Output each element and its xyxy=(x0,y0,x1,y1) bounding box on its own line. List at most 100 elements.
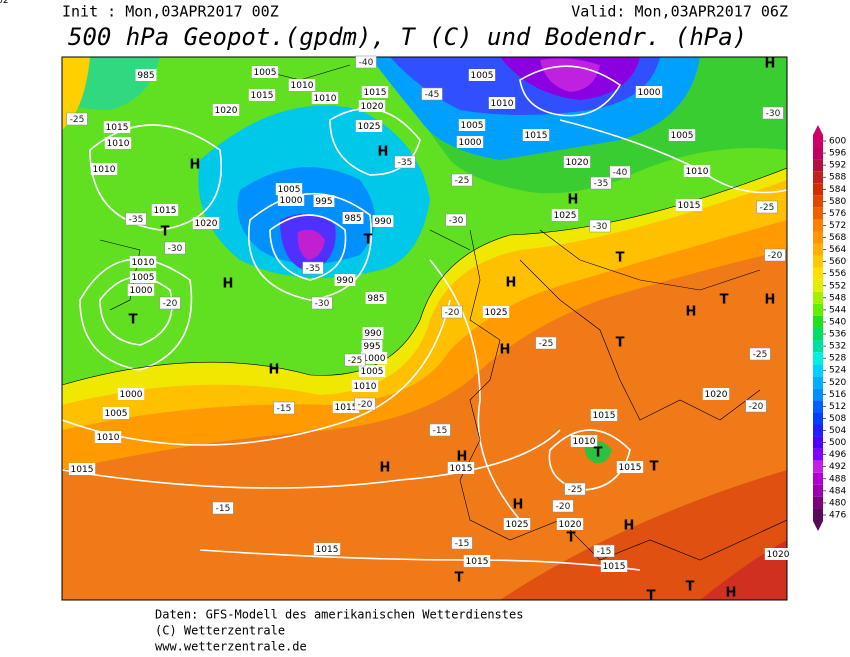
color-swatch xyxy=(813,231,823,244)
isobar-label-box xyxy=(488,97,516,109)
pressure-center: T xyxy=(647,589,656,604)
isobar-label-box xyxy=(192,217,220,229)
temperature-label-box xyxy=(429,423,451,437)
isobar-label: 1015 xyxy=(335,403,358,413)
color-swatch xyxy=(813,364,823,377)
isobar-label-box xyxy=(135,69,157,81)
isobar-label-box xyxy=(702,388,730,400)
color-swatch xyxy=(813,159,823,172)
isobar-label-box xyxy=(458,119,486,131)
isobar-label-box xyxy=(342,212,364,224)
color-swatch xyxy=(813,303,823,316)
pressure-center: H xyxy=(190,158,201,173)
color-swatch xyxy=(813,448,823,461)
color-scale-label: 588 xyxy=(829,173,846,183)
color-swatch xyxy=(813,207,823,220)
isobar-label: 1000 xyxy=(280,196,303,206)
temperature-label: -25 xyxy=(760,203,775,213)
color-scale-label: 572 xyxy=(829,221,846,231)
temperature-label: -45 xyxy=(425,90,440,100)
color-scale-label: 580 xyxy=(829,197,846,207)
map-field xyxy=(62,57,787,600)
isobar-label-box xyxy=(334,274,356,286)
isobar-label: 1015 xyxy=(71,465,94,475)
isobar-label-box xyxy=(275,183,303,195)
color-swatch xyxy=(813,328,823,341)
isobar-label: 1015 xyxy=(450,464,473,474)
isobar-label-box xyxy=(248,89,276,101)
temperature-label: -20 xyxy=(749,402,764,412)
isobar-label: 1025 xyxy=(485,308,508,318)
temperature-label-box xyxy=(441,305,463,319)
color-scale-label: 552 xyxy=(829,281,846,291)
isobar-label: 1010 xyxy=(573,437,596,447)
isobar-label: 1020 xyxy=(566,158,589,168)
isobar-label: 1000 xyxy=(130,286,153,296)
pressure-center: H xyxy=(624,519,635,534)
isobar-label-box xyxy=(102,407,130,419)
map-frame xyxy=(61,56,788,601)
temperature-label-box xyxy=(66,112,88,126)
isobar-label-box xyxy=(360,352,388,364)
temperature-label: -30 xyxy=(593,222,608,232)
color-scale-label: 476 xyxy=(829,511,846,521)
isobar-label-box xyxy=(212,104,240,116)
temperature-label: -40 xyxy=(613,168,628,178)
color-scale-label: 560 xyxy=(829,257,846,267)
color-scale-label: 516 xyxy=(829,390,846,400)
isobar-label-box xyxy=(90,163,118,175)
temperature-label-box xyxy=(756,200,778,214)
color-swatch xyxy=(813,315,823,328)
isobar-label-box xyxy=(764,548,792,560)
color-swatch xyxy=(813,412,823,425)
isobar-label: 1020 xyxy=(195,219,218,229)
pressure-center: T xyxy=(594,446,603,461)
temperature-label-box xyxy=(564,482,586,496)
pressure-center: T xyxy=(650,460,659,475)
isobar-label: 1005 xyxy=(471,71,494,81)
color-scale-label: 540 xyxy=(829,317,846,327)
pressure-center: H xyxy=(378,145,389,160)
isobar-label-box xyxy=(616,461,644,473)
color-swatch xyxy=(813,171,823,184)
isobar-label: 1015 xyxy=(106,123,129,133)
temperature-label-box xyxy=(344,353,366,367)
isobar-label: 1015 xyxy=(364,88,387,98)
isobar-label: 1015 xyxy=(603,562,626,572)
temperature-label-box xyxy=(159,296,181,310)
pressure-center: H xyxy=(686,305,697,320)
color-scale-label: 492 xyxy=(829,462,846,472)
temperature-label: -35 xyxy=(306,264,321,274)
isobar-label-box xyxy=(129,256,157,268)
pressure-center: T xyxy=(686,580,695,595)
pressure-center: H xyxy=(269,363,280,378)
temperature-label-box xyxy=(451,173,473,187)
temperature-label: -25 xyxy=(753,350,768,360)
temperature-label: -20 xyxy=(556,502,571,512)
isobar-label-box xyxy=(482,306,510,318)
color-swatch xyxy=(813,484,823,497)
isobar-label: 1010 xyxy=(291,81,314,91)
isobar-label: 985 xyxy=(137,71,154,81)
isobar-label-box xyxy=(668,129,696,141)
temperature-label-box xyxy=(355,55,377,69)
temperature-label: -30 xyxy=(766,109,781,119)
isobar-label-box xyxy=(447,462,475,474)
temperature-label: -30 xyxy=(168,244,183,254)
isobar-label: 990 xyxy=(374,217,391,227)
isobar-label: 1015 xyxy=(593,411,616,421)
isobar-label: 1010 xyxy=(314,94,337,104)
color-scale-cap xyxy=(813,124,823,135)
color-scale-cap xyxy=(813,521,823,532)
isobar-label-box xyxy=(151,204,179,216)
isobar-label: 1010 xyxy=(132,258,155,268)
isobar-label: 1015 xyxy=(678,201,701,211)
color-swatch xyxy=(813,352,823,365)
pressure-center: H xyxy=(513,498,524,513)
isobar-label-box xyxy=(129,271,157,283)
color-scale-label: 520 xyxy=(829,378,846,388)
isobar-label-box xyxy=(313,195,335,207)
isobar-label-box xyxy=(127,284,155,296)
temperature-label-box xyxy=(749,347,771,361)
